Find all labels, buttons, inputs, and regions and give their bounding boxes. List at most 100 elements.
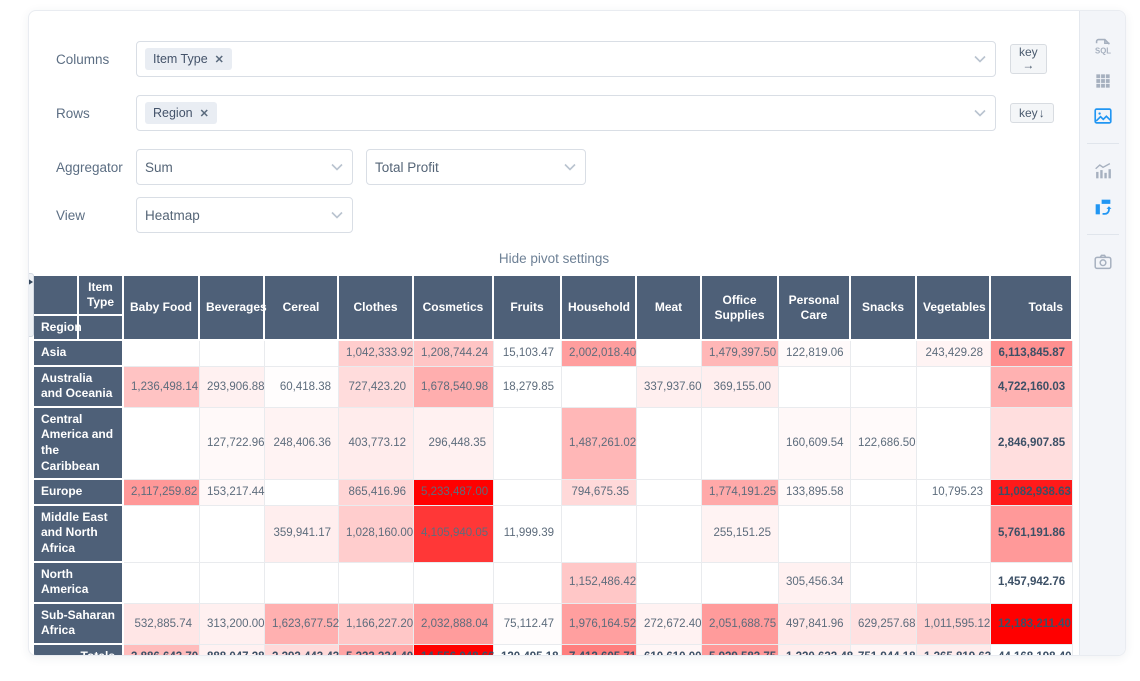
toolbar-divider [1086, 143, 1119, 144]
aggregator-field-value: Total Profit [375, 159, 439, 175]
pivot-cell [637, 341, 702, 367]
pivot-cell: 293,906.88 [200, 366, 265, 408]
pivot-cell: 1,042,333.92 [339, 341, 414, 367]
bar-chart-icon[interactable] [1092, 160, 1114, 182]
pivot-icon[interactable] [1092, 196, 1114, 218]
pivot-cell [702, 562, 779, 604]
column-total-cell: 14,556,048.66 [414, 644, 495, 655]
columns-label: Columns [56, 51, 110, 67]
pivot-cell: 1,623,677.52 [265, 603, 339, 645]
rows-tag-label: Region [153, 106, 193, 120]
pivot-cell [637, 505, 702, 563]
remove-tag-icon[interactable]: ✕ [214, 53, 224, 66]
column-total-cell: 120,495.18 [494, 644, 562, 655]
pivot-cell: 272,672.40 [637, 603, 702, 645]
pivot-cell [265, 480, 339, 506]
pivot-cell [851, 505, 917, 563]
pivot-cell [265, 341, 339, 367]
row-axis-label: Region [34, 316, 82, 341]
visualization-toolbar: SQL [1079, 11, 1125, 655]
view-label: View [56, 207, 86, 223]
table-grid-icon[interactable] [1093, 71, 1113, 91]
table-row: Australia and Oceania 1,236,498.14 293,906… [34, 366, 1073, 408]
pivot-cell [779, 366, 851, 408]
key-button-label: key [1019, 105, 1038, 120]
pivot-table: Item Type Baby Food Beverages Cereal Clothes… [34, 276, 1073, 655]
aggregator-value: Sum [145, 159, 173, 175]
pivot-cell: 1,152,486.42 [562, 562, 637, 604]
column-header: Snacks [851, 276, 917, 341]
pivot-cell: 1,479,397.50 [702, 341, 779, 367]
pivot-cell [779, 505, 851, 563]
pivot-cell [702, 407, 779, 481]
row-total-cell: 6,113,845.87 [991, 341, 1073, 367]
pivot-cell [851, 366, 917, 408]
pivot-cell: 629,257.68 [851, 603, 917, 645]
pivot-cell [917, 562, 991, 604]
aggregator-select[interactable]: Sum [136, 149, 353, 185]
column-total-cell: 610,610.00 [637, 644, 702, 655]
pivot-cell: 532,885.74 [124, 603, 200, 645]
pivot-cell: 1,028,160.00 [339, 505, 414, 563]
table-resize-handle[interactable] [29, 273, 34, 337]
sql-icon[interactable]: SQL [1092, 35, 1114, 57]
pivot-settings-panel: Columns Item Type ✕ key → [29, 11, 1079, 233]
chevron-down-icon [564, 163, 576, 171]
pivot-cell: 122,686.50 [851, 407, 917, 481]
column-header: Vegetables [917, 276, 991, 341]
pivot-cell: 1,011,595.12 [917, 603, 991, 645]
pivot-cell: 2,051,688.75 [702, 603, 779, 645]
pivot-cell [200, 341, 265, 367]
pivot-cell: 1,487,261.02 [562, 407, 637, 481]
column-total-cell: 3,886,643.70 [124, 644, 200, 655]
pivot-cell [414, 562, 494, 604]
pivot-cell: 75,112.47 [494, 603, 562, 645]
table-row: Middle East and North Africa 359,941.17 1,… [34, 505, 1073, 563]
column-header: Meat [637, 276, 702, 341]
pivot-cell: 18,279.85 [494, 366, 562, 408]
pivot-cell: 865,416.96 [339, 480, 414, 506]
rows-select[interactable]: Region ✕ [136, 95, 996, 131]
columns-select[interactable]: Item Type ✕ [136, 41, 996, 77]
pivot-cell: 359,941.17 [265, 505, 339, 563]
pivot-cell [494, 480, 562, 506]
camera-icon[interactable] [1092, 251, 1114, 273]
pivot-cell [851, 480, 917, 506]
pivot-corner-cell [79, 316, 124, 341]
image-icon[interactable] [1092, 105, 1114, 127]
pivot-cell: 1,208,744.24 [414, 341, 494, 367]
table-row: Asia 1,042,333.92 1,208,744.24 15,103.47 2,0… [34, 341, 1073, 367]
column-header: Cosmetics [414, 276, 494, 341]
column-axis-label: Item Type [79, 276, 124, 316]
rows-tag[interactable]: Region ✕ [145, 102, 217, 124]
view-select[interactable]: Heatmap [136, 197, 353, 233]
table-row: Central America and the Caribbean 127,722… [34, 407, 1073, 481]
hide-pivot-settings-link[interactable]: Hide pivot settings [498, 251, 610, 266]
column-header: Personal Care [779, 276, 851, 341]
sort-columns-key-button[interactable]: key → [1010, 43, 1047, 75]
pivot-cell [851, 341, 917, 367]
editor-content: Columns Item Type ✕ key → [29, 11, 1079, 655]
pivot-cell [562, 505, 637, 563]
aggregator-field-select[interactable]: Total Profit [366, 149, 586, 185]
row-total-cell: 12,183,211.40 [991, 603, 1073, 645]
arrow-right-icon [29, 278, 33, 286]
pivot-cell [637, 480, 702, 506]
sort-rows-key-button[interactable]: key ↓ [1010, 102, 1054, 124]
visualization-editor-card: Columns Item Type ✕ key → [28, 10, 1126, 656]
pivot-cell [124, 341, 200, 367]
pivot-cell [917, 366, 991, 408]
pivot-table-area: Item Type Baby Food Beverages Cereal Clothes… [29, 273, 1079, 655]
column-total-cell: 5,233,334.40 [339, 644, 414, 655]
chevron-down-icon [331, 211, 343, 219]
columns-tag[interactable]: Item Type ✕ [145, 48, 232, 70]
remove-tag-icon[interactable]: ✕ [199, 107, 209, 120]
toolbar-divider [1086, 234, 1119, 235]
arrow-down-icon: ↓ [1038, 105, 1045, 120]
pivot-cell [494, 562, 562, 604]
pivot-cell: 369,155.00 [702, 366, 779, 408]
row-total-cell: 5,761,191.86 [991, 505, 1073, 563]
pivot-cell: 1,236,498.14 [124, 366, 200, 408]
pivot-cell: 160,609.54 [779, 407, 851, 481]
row-header: Central America and the Caribbean [34, 407, 124, 481]
